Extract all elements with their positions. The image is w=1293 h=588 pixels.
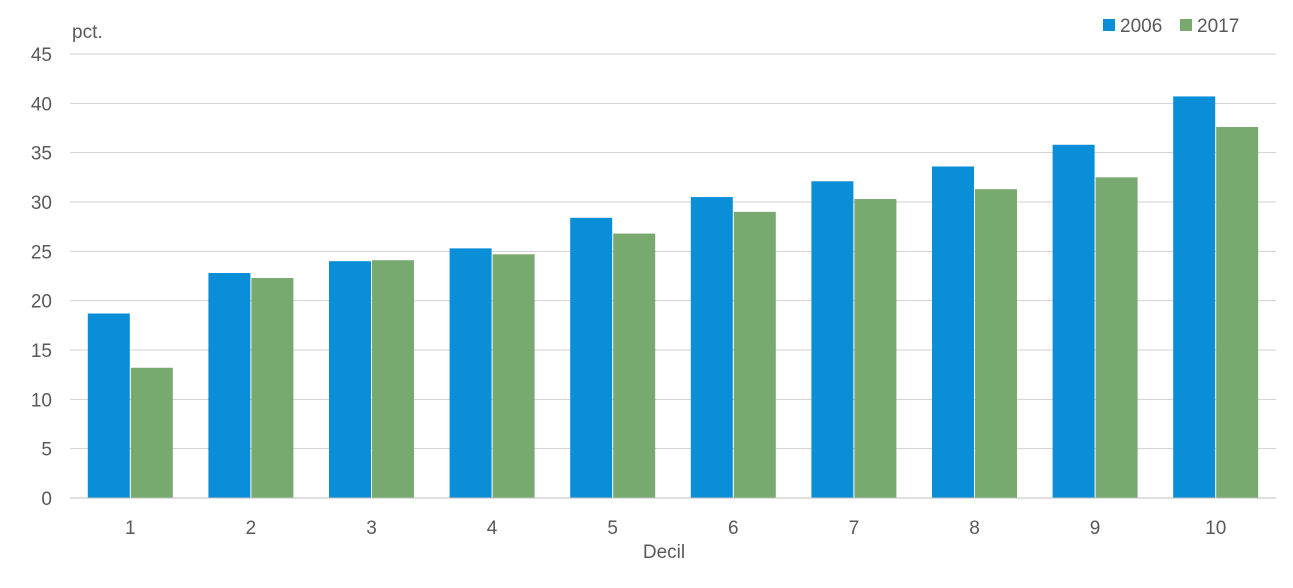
bar-2006-10 — [1173, 96, 1216, 498]
legend-swatch-2006 — [1103, 19, 1115, 31]
bar-2006-4 — [449, 248, 492, 498]
legend-label-2017: 2017 — [1197, 16, 1239, 37]
bar-2017-10 — [1216, 127, 1259, 498]
bar-2006-3 — [329, 261, 371, 498]
bar-2006-1 — [87, 313, 130, 498]
y-tick-label: 25 — [31, 242, 52, 263]
bars — [87, 96, 1259, 499]
bar-2006-5 — [570, 217, 613, 498]
x-tick-label: 9 — [1090, 518, 1101, 539]
y-axis-title: pct. — [72, 22, 103, 43]
x-axis-title: Decil — [643, 542, 685, 563]
y-tick-label: 5 — [41, 440, 52, 461]
bar-2017-3 — [372, 260, 414, 498]
legend-swatch-2017 — [1180, 19, 1192, 31]
legend-label-2006: 2006 — [1120, 16, 1162, 37]
y-tick-label: 15 — [31, 341, 52, 362]
bar-2017-7 — [854, 199, 897, 499]
legend: 2006 2017 — [1103, 16, 1239, 37]
bar-2006-2 — [208, 273, 251, 498]
bar-2017-4 — [492, 254, 535, 498]
y-tick-label: 0 — [41, 489, 52, 510]
y-tick-label: 45 — [31, 45, 52, 66]
y-tick-label: 30 — [31, 193, 52, 214]
y-tick-label: 40 — [31, 94, 52, 115]
y-tick-label: 35 — [31, 144, 52, 165]
x-tick-label: 5 — [607, 518, 618, 539]
x-tick-label: 8 — [969, 518, 980, 539]
bar-2006-8 — [932, 166, 974, 499]
x-tick-label: 3 — [366, 518, 377, 539]
bar-2017-2 — [251, 277, 294, 498]
x-tick-label: 4 — [487, 518, 498, 539]
x-tick-label: 1 — [125, 518, 136, 539]
bar-2006-6 — [690, 197, 733, 499]
bar-2017-1 — [130, 367, 173, 498]
x-tick-label: 6 — [728, 518, 739, 539]
bar-2017-5 — [613, 233, 656, 498]
gridlines — [70, 53, 1276, 450]
y-tick-label: 20 — [31, 292, 52, 313]
bar-2006-9 — [1052, 144, 1095, 499]
x-tick-label: 2 — [246, 518, 257, 539]
x-tick-label: 10 — [1205, 518, 1226, 539]
x-tick-label: 7 — [849, 518, 860, 539]
bar-2017-9 — [1095, 177, 1138, 499]
bar-2017-8 — [975, 189, 1017, 498]
bar-2017-6 — [733, 211, 776, 498]
y-tick-label: 10 — [31, 390, 52, 411]
bar-2006-7 — [811, 181, 854, 498]
